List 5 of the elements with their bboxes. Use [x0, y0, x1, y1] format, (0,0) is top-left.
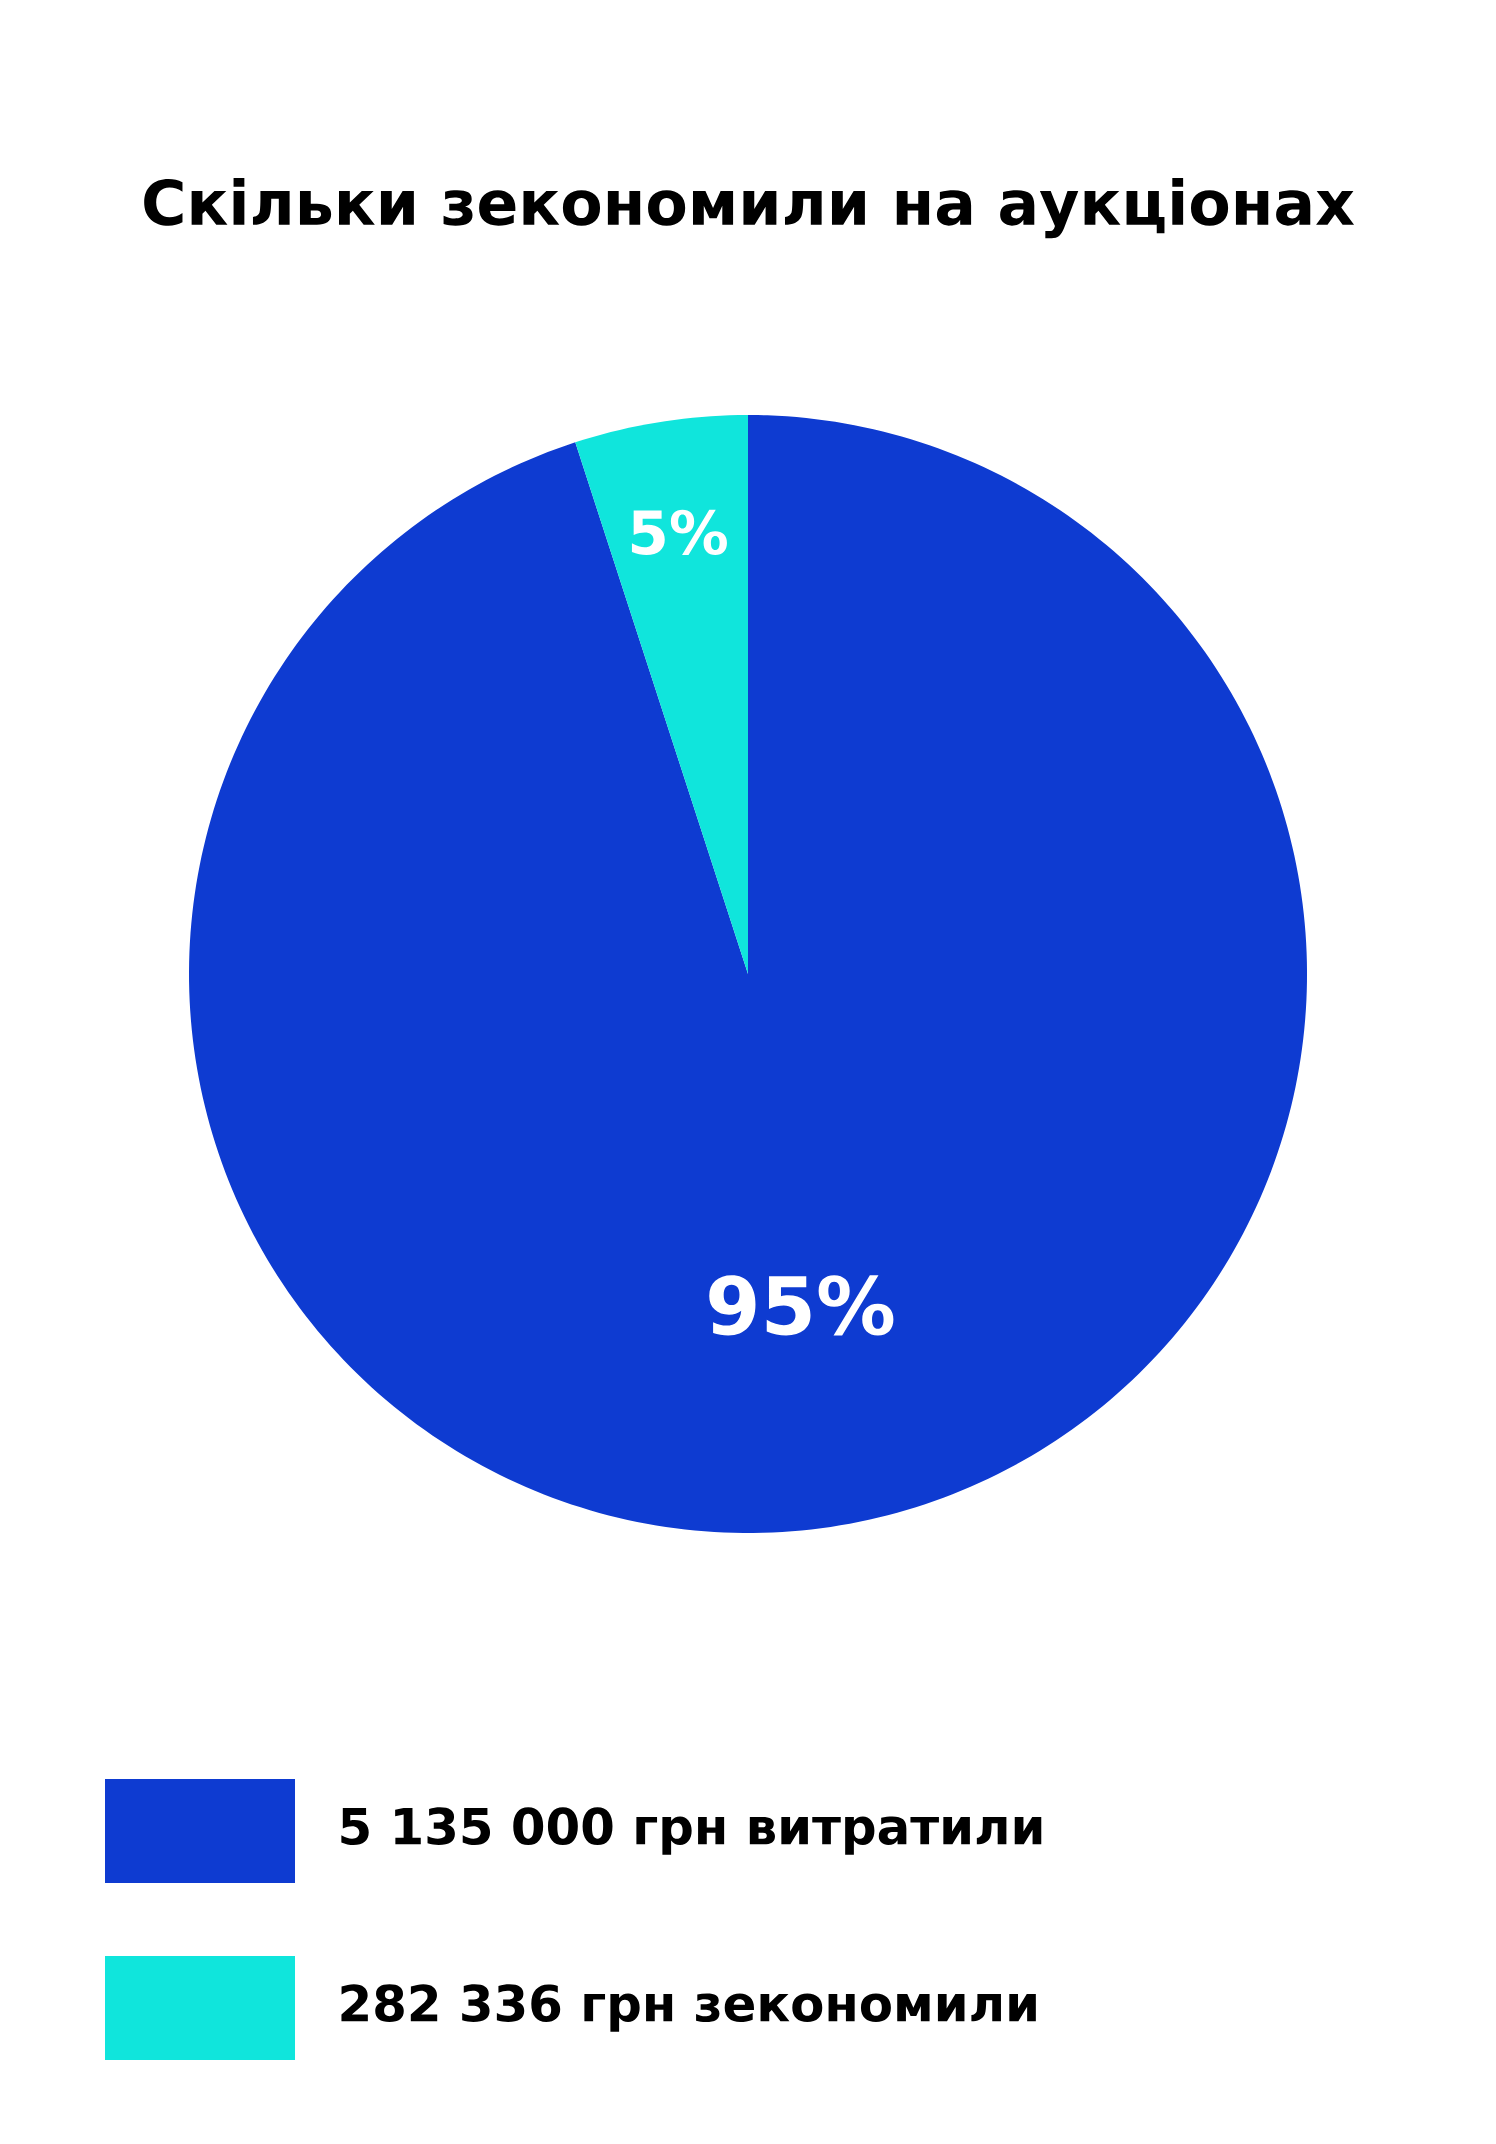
legend-label: 5 135 000 грн витратили: [341, 1807, 1042, 1855]
legend-label: 282 336 грн зекономили: [341, 1984, 1036, 2032]
data-label: 5%: [631, 509, 727, 555]
chart-title: Скільки зекономили на аукціонах: [144, 177, 1355, 239]
data-label: 95%: [709, 1275, 894, 1336]
